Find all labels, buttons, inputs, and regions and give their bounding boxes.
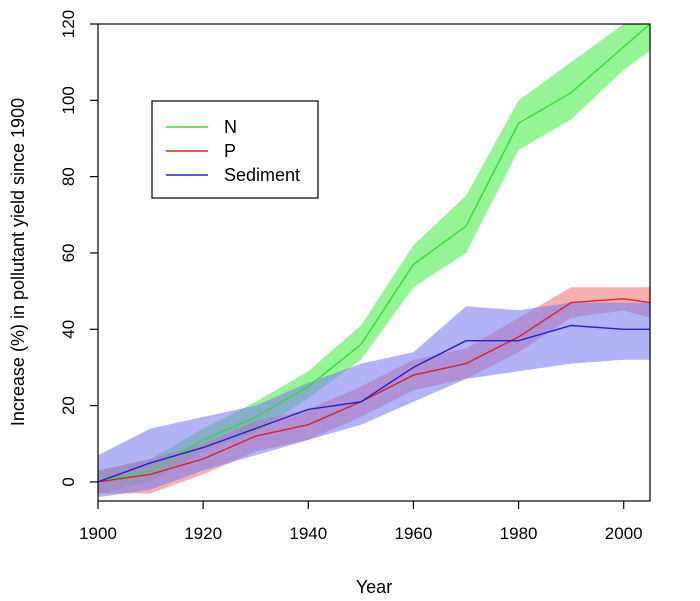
legend-sediment-label: Sediment [224,165,300,185]
x-tick-label: 1980 [500,524,538,543]
legend-n-label: N [224,117,237,137]
x-tick-label: 1960 [395,524,433,543]
plot-frame [97,23,651,502]
y-axis: 0 20 40 60 80 100 120 [59,10,98,487]
legend-items: NP Sediment [166,117,300,185]
x-tick-label: 1940 [289,524,327,543]
x-axis: 1900 1920 1940 1960 1980 2000 [79,501,643,543]
legend: NP Sediment [151,100,319,199]
y-tick-label: 20 [59,396,78,415]
y-tick-label: 120 [59,10,78,38]
n-series-line [98,24,650,483]
series-lines [98,24,650,483]
y-tick-label: 60 [59,243,78,262]
y-tick-label: 80 [59,167,78,186]
y-axis-label: Increase (%) in pollutant yield since 19… [8,98,28,426]
p-series-line [98,298,650,483]
legend-box [151,100,319,199]
x-tick-label: 1900 [79,524,117,543]
x-tick-label: 1920 [184,524,222,543]
y-tick-label: 0 [59,477,78,486]
y-tick-label: 40 [59,320,78,339]
confidence-bands [98,24,650,498]
n-confidence-band [98,24,650,494]
y-tick-label: 100 [59,86,78,114]
legend-p-label: P [224,141,236,161]
sediment-series-line [98,324,650,483]
x-axis-label: Year [356,577,392,597]
x-tick-label: 2000 [605,524,643,543]
sediment-confidence-band [98,302,650,498]
